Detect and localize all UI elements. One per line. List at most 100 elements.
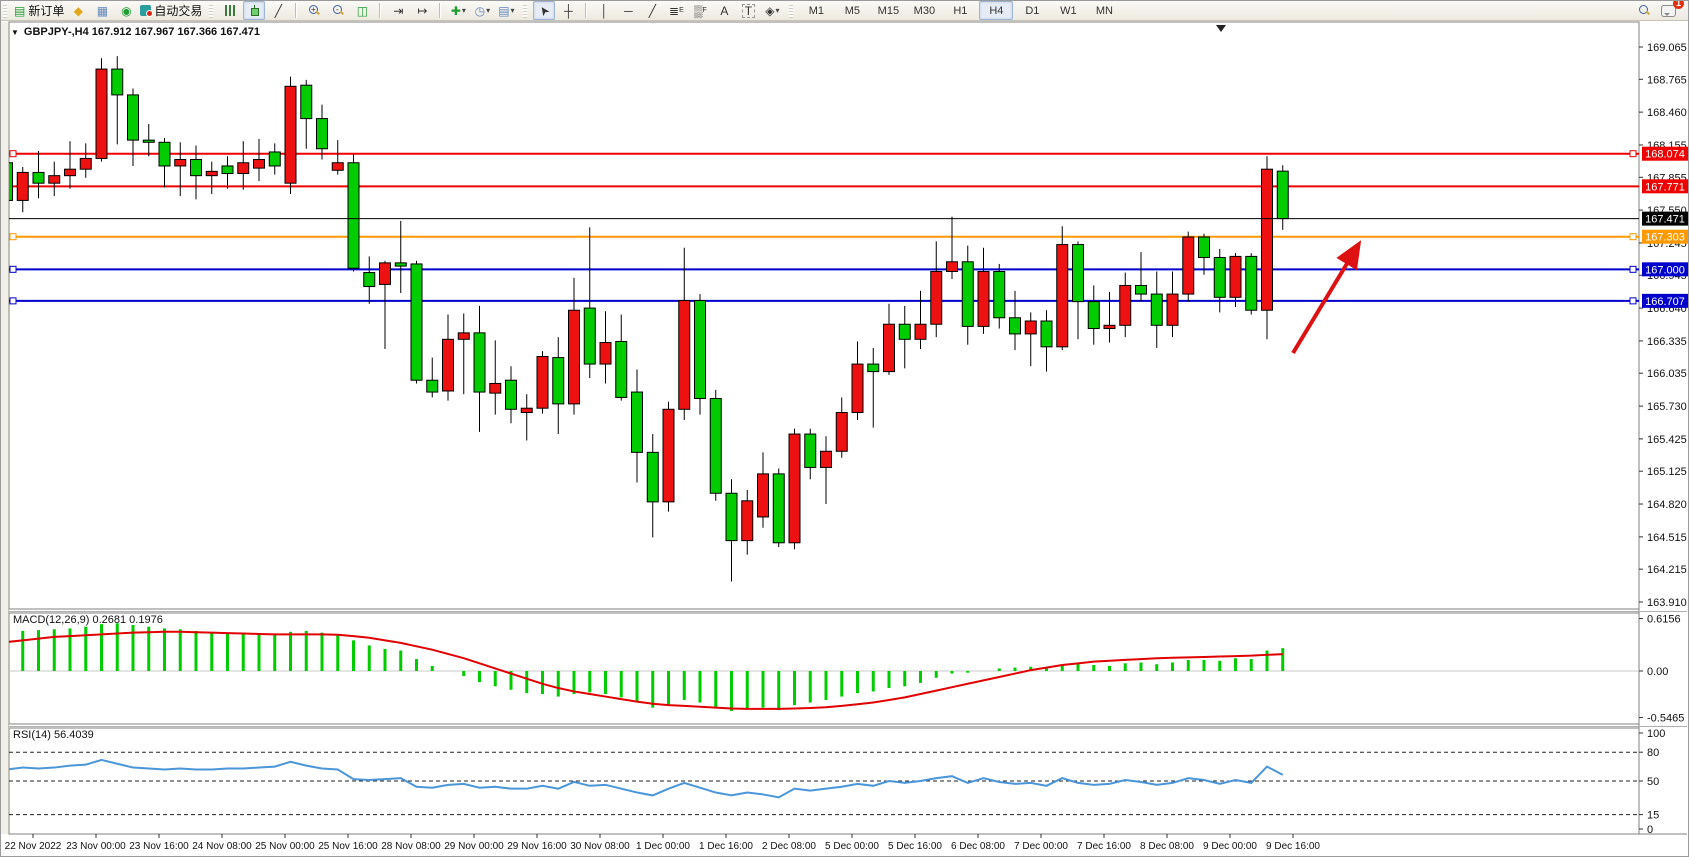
zoom-out-button[interactable]: -	[327, 1, 349, 20]
price-tick-label: 164.820	[1647, 499, 1687, 511]
toolbar-grip[interactable]	[209, 3, 214, 18]
indicators-button[interactable]: ✚ ▾	[447, 1, 469, 20]
timeframe-button-D1[interactable]: D1	[1025, 4, 1040, 17]
bear-candle	[804, 433, 817, 468]
bull-candle	[253, 159, 265, 169]
bull-candle	[662, 408, 675, 503]
zoom-in-button[interactable]: +	[303, 1, 325, 20]
timeframe-button-M30[interactable]: M30	[913, 4, 936, 17]
shapes-tool-button[interactable]: ◈ ▾	[761, 1, 783, 20]
trend-arrow-annotation[interactable]	[1291, 240, 1362, 355]
rsi-tick-label: 80	[1647, 747, 1659, 759]
chart-shift-marker-icon[interactable]	[1216, 25, 1226, 32]
bull-candle	[883, 323, 895, 373]
price-line-badge	[1642, 262, 1688, 277]
price-tick-label: 164.215	[1647, 564, 1687, 576]
bar-chart-icon	[225, 5, 236, 16]
periods-button[interactable]: ◷ ▾	[471, 1, 493, 20]
bear-candle	[1150, 293, 1163, 326]
rsi-tick-label: 0	[1647, 824, 1653, 836]
bull-candle	[914, 323, 927, 340]
svg-text:166.707: 166.707	[1645, 296, 1685, 308]
bear-candle	[1245, 255, 1258, 311]
new-order-button[interactable]: ▤ 新订单	[13, 1, 65, 20]
auto-scroll-button[interactable]: ⇥	[387, 1, 409, 20]
navigator-button[interactable]: ◉	[115, 1, 137, 20]
timeframe-button-W1[interactable]: W1	[1060, 4, 1077, 17]
toolbar-grip[interactable]	[3, 3, 7, 18]
one-click-trading-toggle-icon[interactable]: ▼	[11, 27, 19, 37]
bear-candle	[898, 323, 911, 340]
time-tick-label: 9 Dec 00:00	[1203, 841, 1257, 852]
bull-candle	[442, 338, 454, 392]
timeframe-button-H4[interactable]: H4	[979, 1, 1014, 20]
crosshair-tool-button[interactable]: ┼	[557, 1, 579, 20]
trendline-tool-button[interactable]: ╱	[641, 1, 663, 20]
timeframe-button-MN[interactable]: MN	[1095, 4, 1113, 17]
bear-candle	[631, 391, 643, 453]
bull-candle	[536, 356, 549, 409]
cursor-tool-button[interactable]: ➤	[533, 1, 556, 20]
time-tick-label: 8 Dec 08:00	[1140, 841, 1194, 852]
line-chart-button[interactable]: ╱	[267, 1, 289, 20]
vertical-line-tool-button[interactable]: │	[593, 1, 615, 20]
channel-tool-button[interactable]: ▒ F	[689, 1, 711, 20]
zoom-out-icon: -	[332, 5, 344, 16]
auto-trading-button[interactable]: 自动交易	[139, 1, 203, 20]
toolbar-grip[interactable]	[523, 3, 528, 18]
bear-candle	[1040, 320, 1053, 348]
bull-candle	[1024, 320, 1037, 335]
horizontal-line-tool-button[interactable]: ─	[617, 1, 639, 20]
chart-window[interactable]: ▼ GBPJPY-,H4 167.912 167.967 167.366 167…	[1, 20, 1689, 857]
bar-chart-button[interactable]	[219, 1, 241, 20]
rsi-tick-label: 15	[1647, 810, 1659, 822]
bull-candle	[1166, 293, 1179, 326]
price-line-badge	[1642, 146, 1688, 161]
price-line-badge	[1642, 293, 1688, 308]
candlestick-chart-button[interactable]	[243, 1, 266, 20]
text-tool-button[interactable]: A	[713, 1, 735, 20]
chart-canvas[interactable]: 169.065168.765168.460168.155167.855167.5…	[1, 20, 1689, 857]
bull-candle	[1056, 244, 1069, 348]
bear-candle	[1009, 317, 1021, 335]
new-order-icon: ▤	[14, 3, 26, 18]
bull-candle	[237, 162, 250, 175]
bear-candle	[505, 379, 517, 410]
tile-windows-icon: ◫	[356, 3, 369, 18]
bear-candle	[426, 379, 439, 393]
timeframe-button-M1[interactable]: M1	[808, 4, 825, 17]
chart-shift-button[interactable]: ↦	[411, 1, 433, 20]
chevron-down-icon: ▾	[461, 6, 466, 15]
profiles-button[interactable]: ◆	[67, 1, 89, 20]
tile-windows-button[interactable]: ◫	[351, 1, 373, 20]
bull-candle	[788, 433, 801, 544]
timeframe-button-M15[interactable]: M15	[877, 4, 900, 17]
fibo-sub-label: E	[679, 7, 684, 14]
auto-trading-label: 自动交易	[154, 4, 203, 18]
templates-button[interactable]: ▤ ▾	[495, 1, 517, 20]
toolbar-grip[interactable]	[789, 3, 794, 18]
bull-candle	[851, 363, 864, 414]
bear-candle	[709, 398, 722, 494]
macd-tick-label: 0.6156	[1647, 614, 1681, 626]
line-handle	[9, 233, 17, 241]
bull-candle	[205, 170, 218, 177]
market-watch-button[interactable]: ▦	[91, 1, 113, 20]
notifications-button[interactable]: 1	[1657, 1, 1684, 20]
search-button[interactable]	[1633, 1, 1655, 20]
label-tool-button[interactable]: T	[737, 1, 759, 20]
price-line-badge	[1642, 229, 1688, 244]
timeframe-button-M5[interactable]: M5	[844, 4, 861, 17]
bull-candle	[1261, 168, 1273, 311]
price-tick-label: 165.425	[1647, 434, 1687, 446]
rsi-line	[9, 758, 1284, 799]
time-tick-label: 7 Dec 16:00	[1077, 841, 1131, 852]
fibonacci-tool-button[interactable]: ≣ E	[665, 1, 687, 20]
time-tick-label: 22 Nov 2022	[5, 841, 62, 852]
horizontal-lines[interactable]: 168.074 167.771 167.303 167.000 166.707	[9, 146, 1688, 308]
bull-candle	[835, 412, 848, 452]
bid-price-badge: 167.471	[1642, 211, 1688, 226]
timeframe-button-H1[interactable]: H1	[953, 4, 968, 17]
bear-candle	[646, 451, 659, 503]
chart-title-text: GBPJPY-,H4 167.912 167.967 167.366 167.4…	[23, 26, 260, 38]
